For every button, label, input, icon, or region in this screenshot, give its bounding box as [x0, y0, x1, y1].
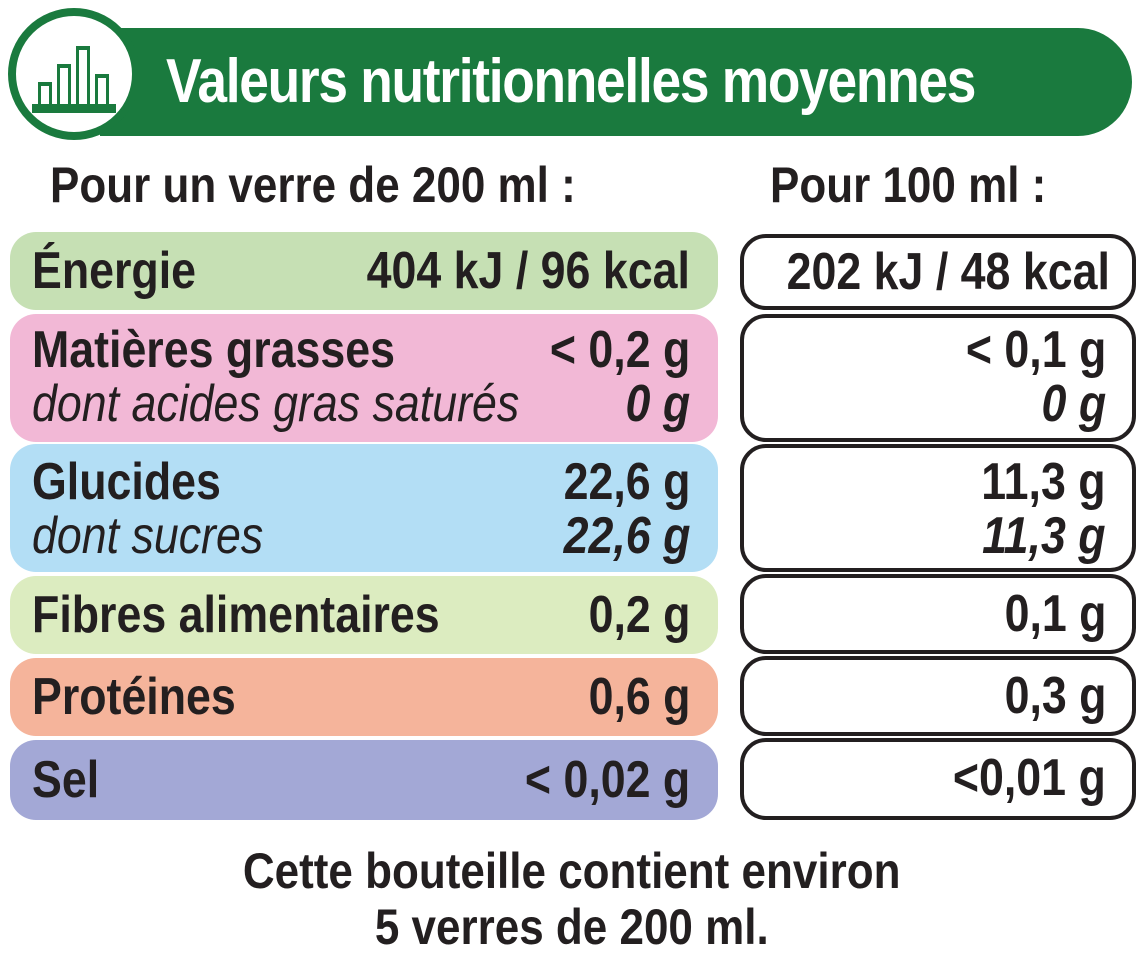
footer-line-1: Cette bouteille contient environ	[0, 842, 1144, 900]
row-label: Sel	[32, 751, 100, 809]
row-value-per-glass: 0,6 g	[588, 668, 690, 726]
row-value-per-100ml: 0,1 g	[1004, 585, 1106, 643]
row-value-per-glass: 404 kJ / 96 kcal	[366, 242, 690, 300]
row-protein-per-100ml: 0,3 g	[740, 656, 1136, 736]
row-carbohydrates: Glucides 22,6 g dont sucres 22,6 g	[10, 444, 718, 572]
row-salt: Sel < 0,02 g	[10, 740, 718, 820]
row-energy: Énergie 404 kJ / 96 kcal	[10, 232, 718, 310]
row-sub-value-per-100ml: 0 g	[1041, 375, 1106, 433]
row-sub-label: dont sucres	[32, 507, 264, 565]
title-banner	[100, 28, 1132, 136]
row-value-per-100ml: 0,3 g	[1004, 667, 1106, 725]
row-fibre: Fibres alimentaires 0,2 g	[10, 576, 718, 654]
row-value-per-glass: 22,6 g	[563, 453, 690, 511]
row-fat: Matières grasses < 0,2 g dont acides gra…	[10, 314, 718, 442]
row-value-per-100ml: 11,3 g	[981, 453, 1106, 511]
row-sub-value-per-glass: 0 g	[625, 375, 690, 433]
row-value-per-glass: < 0,02 g	[524, 751, 690, 809]
row-sub-label: dont acides gras saturés	[32, 375, 520, 433]
row-label: Énergie	[32, 242, 197, 300]
page-title: Valeurs nutritionnelles moyennes	[166, 47, 976, 116]
row-energy-per-100ml: 202 kJ / 48 kcal	[740, 234, 1136, 310]
row-fat-per-100ml: < 0,1 g 0 g	[740, 314, 1136, 442]
row-label: Fibres alimentaires	[32, 586, 440, 644]
bar-chart-icon	[32, 46, 116, 113]
row-carbohydrates-per-100ml: 11,3 g 11,3 g	[740, 444, 1136, 572]
row-fibre-per-100ml: 0,1 g	[740, 574, 1136, 654]
row-label: Protéines	[32, 668, 236, 726]
row-sub-value-per-100ml: 11,3 g	[982, 507, 1106, 565]
row-label: Glucides	[32, 453, 221, 511]
row-protein: Protéines 0,6 g	[10, 658, 718, 736]
logo-badge	[8, 8, 140, 140]
footer-text: 5 verres de 200 ml.	[375, 899, 769, 955]
row-value-per-glass: < 0,2 g	[549, 321, 690, 379]
row-value-per-100ml: < 0,1 g	[965, 321, 1106, 379]
row-sub-value-per-glass: 22,6 g	[563, 507, 690, 565]
footer-line-2: 5 verres de 200 ml.	[0, 898, 1144, 956]
column-header-per-glass: Pour un verre de 200 ml :	[50, 157, 576, 213]
row-value-per-100ml: 202 kJ / 48 kcal	[786, 243, 1110, 301]
row-value-per-100ml: <0,01 g	[953, 749, 1106, 807]
row-value-per-glass: 0,2 g	[588, 586, 690, 644]
footer-text: Cette bouteille contient environ	[243, 843, 901, 899]
column-header-per-100ml: Pour 100 ml :	[770, 157, 1047, 213]
row-salt-per-100ml: <0,01 g	[740, 738, 1136, 820]
row-label: Matières grasses	[32, 321, 395, 379]
